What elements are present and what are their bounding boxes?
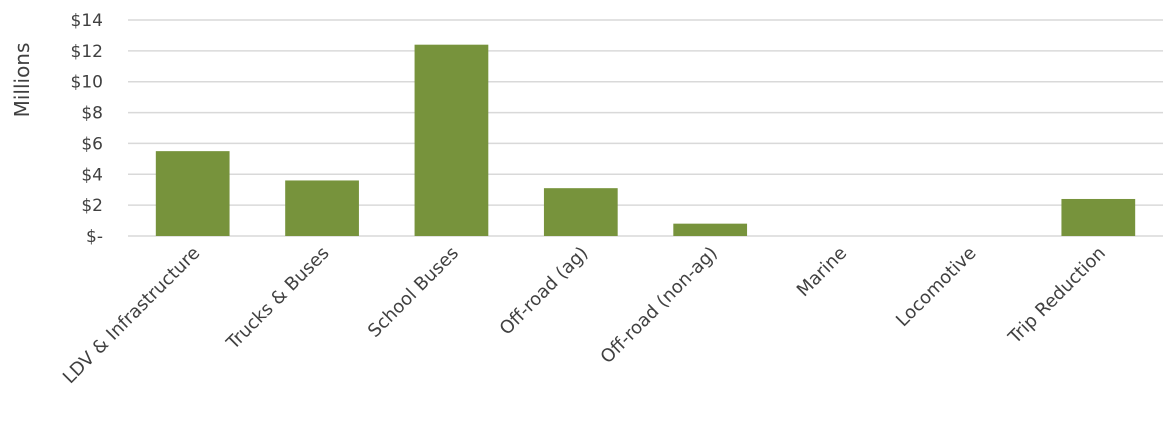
y-tick-label: $2 <box>81 196 103 216</box>
y-tick-label: $4 <box>81 165 103 185</box>
y-tick-label: $- <box>86 227 103 247</box>
y-axis-tick-labels: $- $2 $4 $6 $8 $10 $12 $14 <box>71 11 103 247</box>
bars <box>155 44 1136 236</box>
gridlines <box>128 19 1163 237</box>
y-axis-title: Millions <box>10 43 34 118</box>
y-tick-label: $10 <box>71 73 103 93</box>
bar <box>543 188 618 236</box>
x-axis-category-labels: LDV & Infrastructure Trucks & Buses School… <box>59 243 1110 388</box>
x-category-label: Trip Reduction <box>1004 243 1110 349</box>
bar <box>285 180 359 236</box>
x-category-label: Trucks & Buses <box>222 243 334 355</box>
y-tick-label: $12 <box>71 42 103 62</box>
y-tick-label: $8 <box>81 104 103 124</box>
x-category-label: LDV & Infrastructure <box>59 243 204 388</box>
x-category-label: Off-road (ag) <box>496 243 593 340</box>
bar <box>673 223 748 236</box>
x-category-label: Off-road (non-ag) <box>596 243 721 368</box>
bar <box>155 151 230 236</box>
x-category-label: Locomotive <box>892 243 980 331</box>
bar <box>1061 198 1136 236</box>
x-category-label: Marine <box>793 243 851 301</box>
x-category-label: School Buses <box>364 243 463 342</box>
bar <box>414 44 489 236</box>
y-tick-label: $14 <box>71 11 103 31</box>
y-tick-label: $6 <box>81 134 103 154</box>
